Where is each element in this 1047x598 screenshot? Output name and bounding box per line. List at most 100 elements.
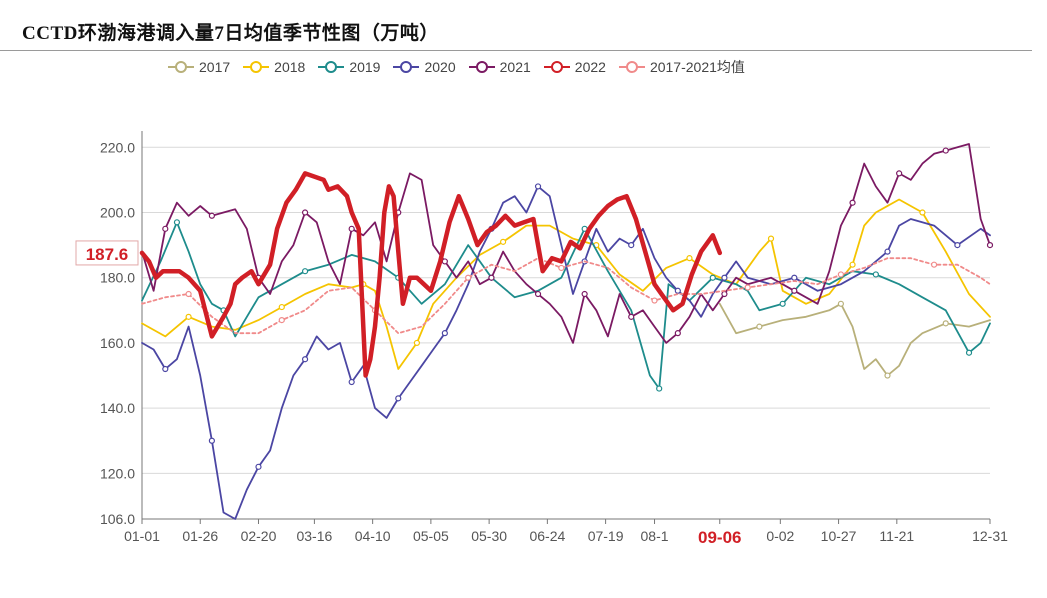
data-point: [779, 300, 786, 307]
data-point: [441, 258, 448, 265]
y-tick-label: 140.0: [100, 400, 135, 416]
data-point: [255, 463, 262, 470]
data-point: [791, 274, 798, 281]
data-point: [185, 290, 192, 298]
data-point: [278, 317, 285, 324]
data-point: [942, 320, 949, 327]
data-point: [674, 330, 681, 337]
data-point: [441, 330, 448, 337]
data-point: [919, 209, 926, 216]
legend-label: 2022: [574, 59, 606, 75]
data-point: [348, 378, 355, 386]
data-point: [208, 212, 215, 219]
x-tick-label: 04-10: [355, 528, 391, 544]
y-tick-label: 106.0: [100, 511, 135, 527]
series-line-2022: [139, 171, 723, 378]
data-point: [837, 271, 845, 278]
x-tick-label: 06-24: [529, 528, 565, 544]
data-point: [767, 235, 775, 242]
data-point: [162, 365, 169, 373]
x-tick-label: 08-1: [641, 528, 669, 544]
legend-marker-icon: [318, 61, 345, 73]
data-point: [208, 437, 215, 444]
data-point: [173, 219, 181, 226]
legend-label: 2018: [274, 59, 306, 75]
data-point: [558, 264, 565, 272]
data-point: [896, 170, 903, 177]
x-tick-label: 10-27: [821, 528, 857, 544]
legend-label: 2021: [499, 59, 531, 75]
series-layer: [139, 143, 994, 520]
data-point: [986, 242, 994, 249]
data-point: [301, 356, 309, 363]
data-point: [413, 339, 421, 347]
data-point: [791, 287, 798, 294]
data-point: [721, 290, 728, 298]
x-tick-label: 07-19: [588, 528, 624, 544]
legend-item[interactable]: 2017: [168, 59, 230, 75]
data-point: [465, 274, 472, 281]
data-point: [849, 199, 856, 206]
series-line-2021: [141, 143, 991, 344]
axes: [141, 131, 991, 524]
data-point: [721, 274, 728, 281]
data-point: [674, 287, 681, 294]
data-point: [837, 300, 845, 307]
x-tick-label: 01-01: [124, 528, 160, 544]
data-point: [499, 238, 507, 245]
legend-item[interactable]: 2017-2021均值: [618, 57, 745, 77]
legend-marker-icon: [543, 61, 570, 73]
data-point: [849, 261, 856, 268]
legend-marker-icon: [168, 61, 194, 73]
data-point: [581, 290, 588, 298]
chart-legend: 2017 2018 2019 2020 2021 2022 2017-2021均值: [168, 56, 758, 78]
x-tick-label: 12-31: [972, 528, 1008, 544]
legend-marker-icon: [393, 61, 420, 73]
data-point: [709, 274, 716, 281]
series-line-2020: [141, 185, 991, 520]
data-point: [628, 313, 635, 320]
current-value-label: 187.6: [86, 245, 129, 264]
data-point: [488, 274, 495, 281]
grid-lines: [142, 146, 990, 520]
series-line-2017: [718, 302, 991, 377]
data-point: [628, 242, 635, 249]
x-tick-label: 05-30: [471, 528, 507, 544]
y-tick-label: 200.0: [100, 205, 135, 221]
data-point: [954, 242, 961, 249]
data-point: [278, 303, 285, 311]
data-point: [656, 385, 663, 392]
x-tick-label: 01-26: [182, 528, 218, 544]
legend-label: 2017-2021均值: [649, 59, 745, 75]
current-value-badge: 187.6: [75, 240, 139, 266]
legend-item[interactable]: 2021: [468, 59, 531, 75]
data-point: [651, 297, 658, 304]
legend-marker-icon: [243, 61, 270, 73]
data-point: [395, 395, 402, 402]
title-divider: [0, 50, 1032, 51]
data-point: [965, 349, 973, 356]
data-point: [301, 209, 309, 216]
legend-label: 2019: [349, 59, 381, 75]
data-point: [534, 183, 542, 190]
data-point: [744, 284, 751, 291]
data-point: [185, 313, 192, 320]
legend-item[interactable]: 2018: [243, 59, 305, 75]
legend-marker-icon: [618, 61, 645, 73]
legend-label: 2020: [424, 59, 456, 75]
legend-item[interactable]: 2020: [393, 59, 456, 75]
legend-item[interactable]: 2022: [543, 59, 606, 75]
x-tick-label: 05-05: [413, 528, 449, 544]
legend-item[interactable]: 2019: [318, 59, 380, 75]
x-tick-label: 02-20: [241, 528, 277, 544]
x-tick-label: 11-21: [879, 528, 914, 544]
x-tick-label-highlight: 09-06: [698, 528, 741, 547]
data-point: [884, 372, 891, 379]
data-point: [756, 323, 763, 330]
y-tick-label: 220.0: [100, 139, 135, 155]
data-point: [930, 261, 938, 268]
series-line-avg: [141, 257, 991, 335]
data-point: [884, 248, 891, 255]
data-point: [162, 225, 169, 232]
y-tick-label: 180.0: [100, 270, 135, 286]
